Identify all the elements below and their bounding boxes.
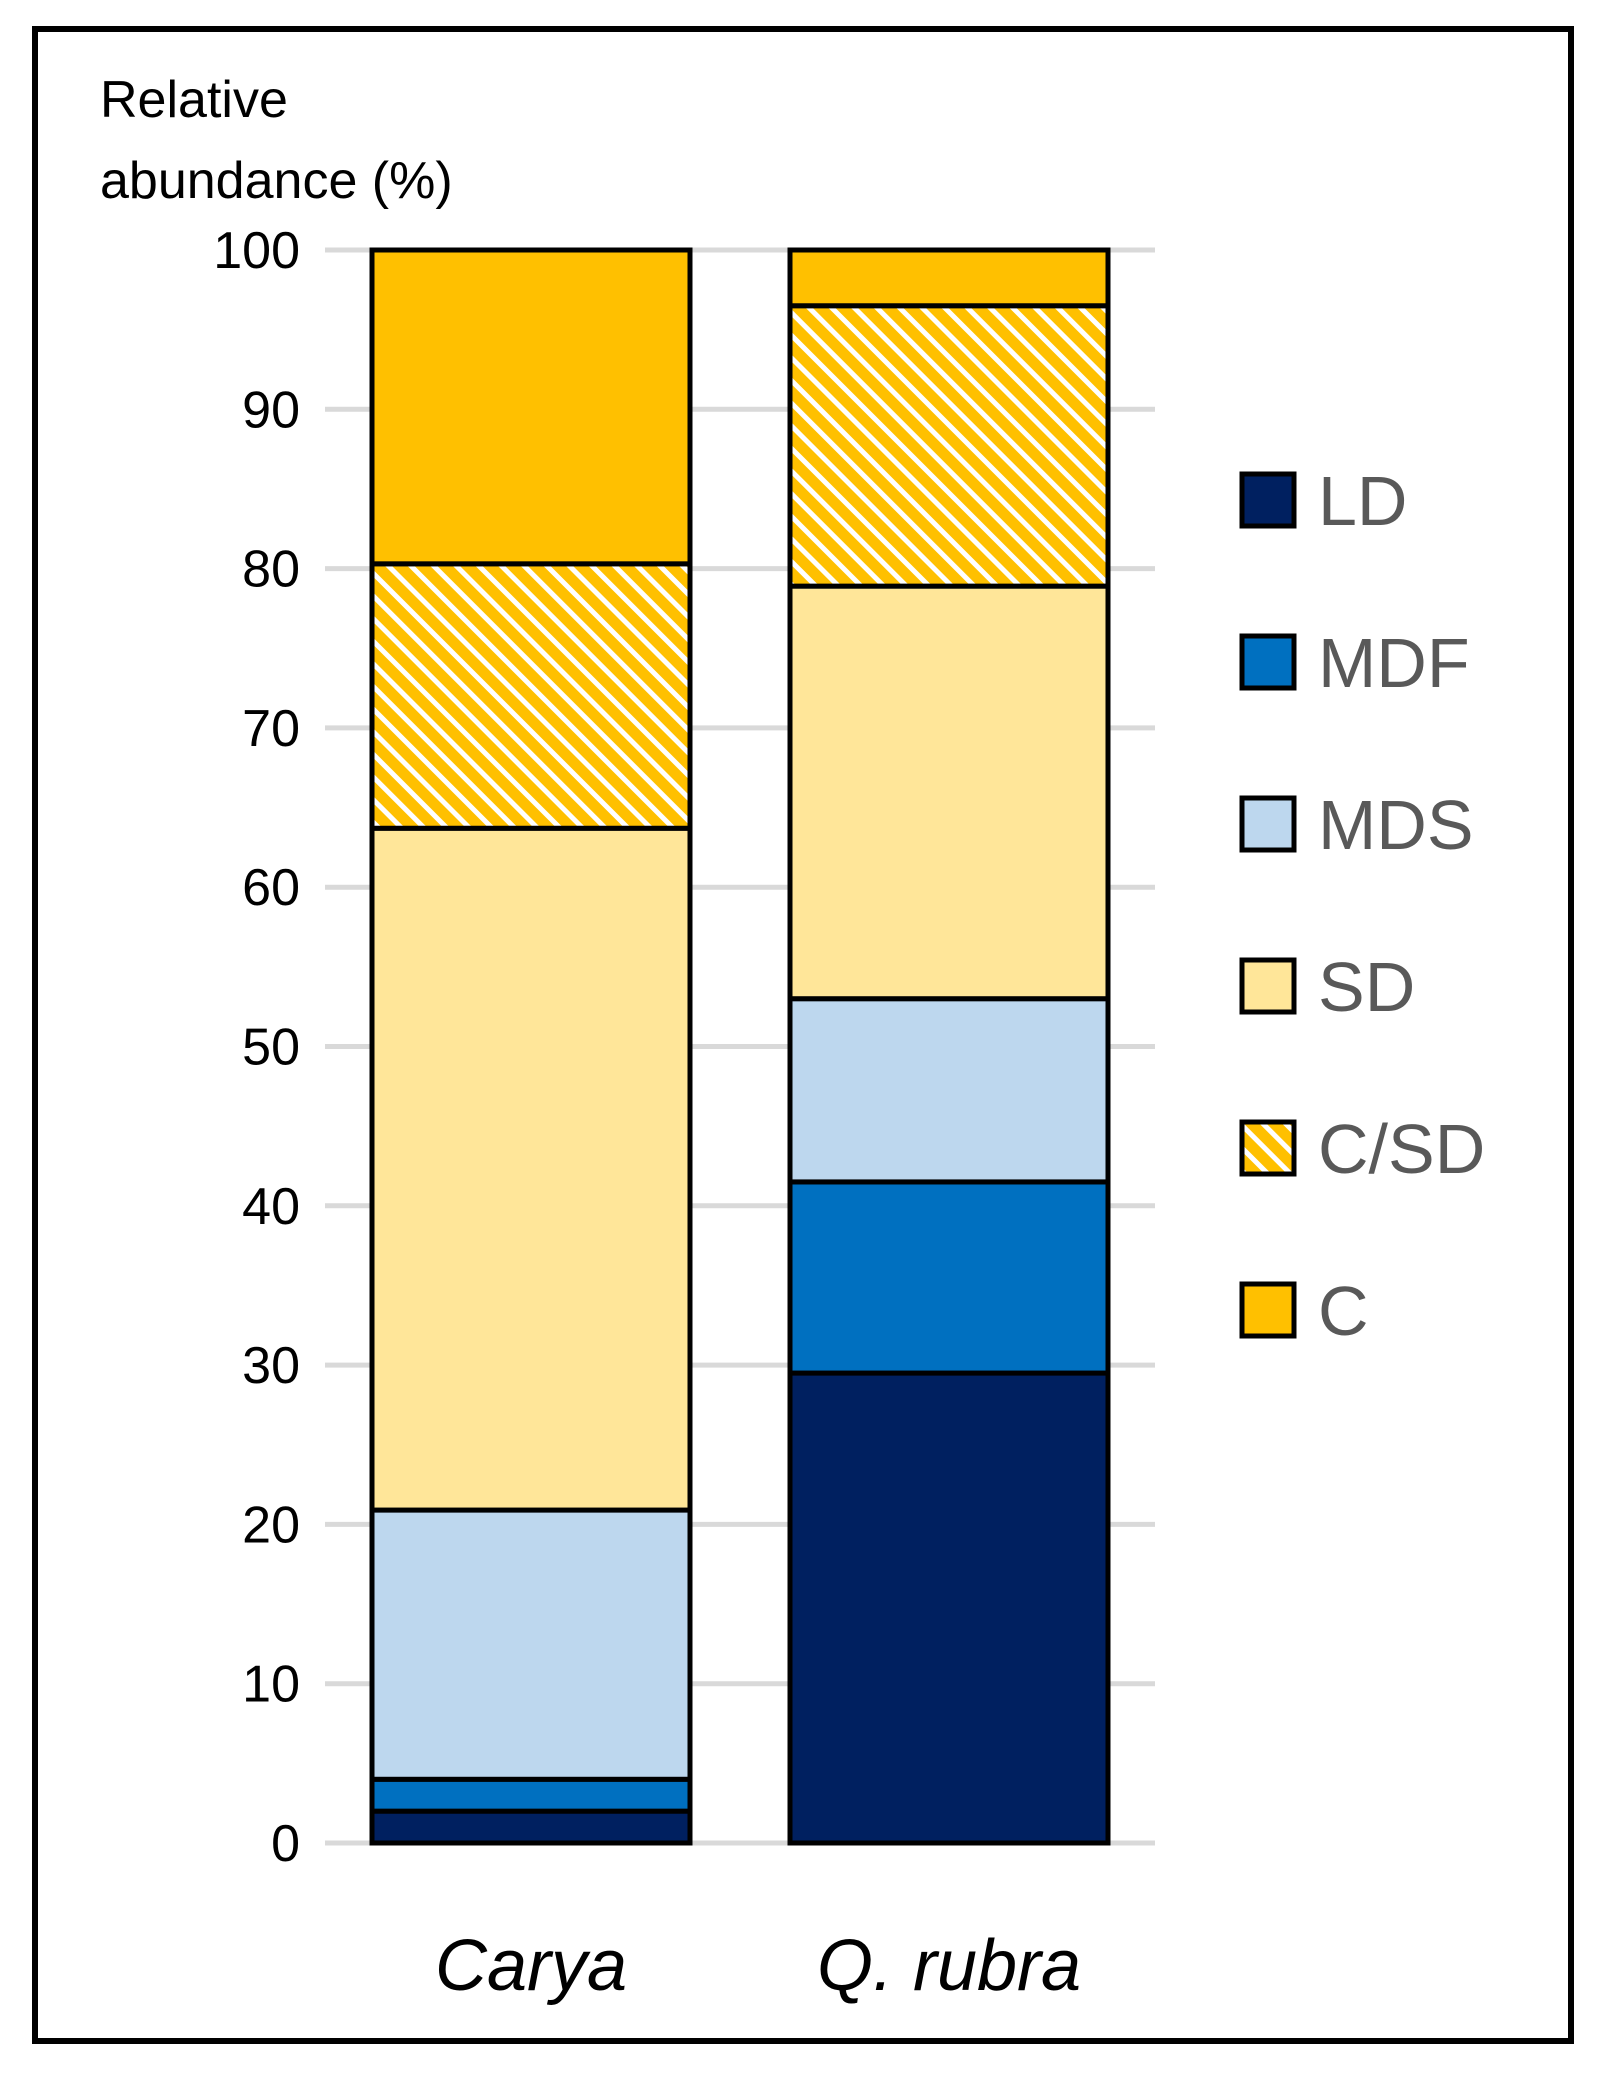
- bar-segment-c-1: [369, 247, 693, 567]
- bar-segment-mds-2: [787, 996, 1111, 1185]
- legend: LD MDF MDS SD C/SD C: [1239, 462, 1485, 1350]
- y-tick-label: 80: [242, 541, 300, 599]
- y-tick-label: 90: [242, 381, 300, 439]
- bar-segment-sd-2: [787, 583, 1111, 1002]
- legend-label: SD: [1318, 948, 1415, 1026]
- legend-label: MDF: [1318, 624, 1470, 702]
- legend-swatch-mds: [1239, 795, 1297, 853]
- legend-label: MDS: [1318, 786, 1474, 864]
- legend-swatch-c: [1239, 1281, 1297, 1339]
- y-axis-label-line-2: abundance (%): [100, 152, 453, 210]
- bar-segment-c-sd-2: [787, 303, 1111, 589]
- y-axis-ticks: 0 10 20 30 40 50 60 70 80 90 100: [213, 222, 300, 1873]
- y-tick-label: 70: [242, 700, 300, 758]
- y-tick-label: 50: [242, 1019, 300, 1077]
- legend-label: C/SD: [1318, 1110, 1485, 1188]
- y-axis-label: Relative abundance (%): [100, 71, 453, 210]
- bar-segment-ld-2: [787, 1370, 1111, 1846]
- y-tick-label: 30: [242, 1337, 300, 1395]
- y-tick-label: 10: [242, 1656, 300, 1714]
- legend-swatch-ld: [1239, 471, 1297, 529]
- legend-label: LD: [1318, 462, 1407, 540]
- legend-swatch-mdf: [1239, 633, 1297, 691]
- y-tick-label: 20: [242, 1496, 300, 1554]
- y-tick-label: 40: [242, 1178, 300, 1236]
- x-category-label: Carya: [435, 1926, 627, 2006]
- bar-segment-sd-1: [369, 825, 693, 1513]
- legend-swatch-sd: [1239, 957, 1297, 1015]
- bars: [369, 247, 1111, 1846]
- y-tick-label: 0: [271, 1815, 300, 1873]
- y-axis-label-line-1: Relative: [100, 71, 288, 129]
- bar-segment-mdf-2: [787, 1179, 1111, 1376]
- y-tick-label: 60: [242, 859, 300, 917]
- bar-segment-mdf-1: [369, 1776, 693, 1814]
- legend-label: C: [1318, 1272, 1369, 1350]
- legend-swatch-c-sd: [1239, 1119, 1297, 1177]
- bar-segment-c-sd-1: [369, 561, 693, 831]
- y-tick-label: 100: [213, 222, 300, 280]
- x-category-label: Q. rubra: [817, 1926, 1081, 2006]
- bar-segment-ld-1: [369, 1808, 693, 1846]
- bar-segment-c-2: [787, 247, 1111, 309]
- bar-segment-mds-1: [369, 1507, 693, 1782]
- x-axis-categories: Carya Q. rubra: [435, 1926, 1081, 2006]
